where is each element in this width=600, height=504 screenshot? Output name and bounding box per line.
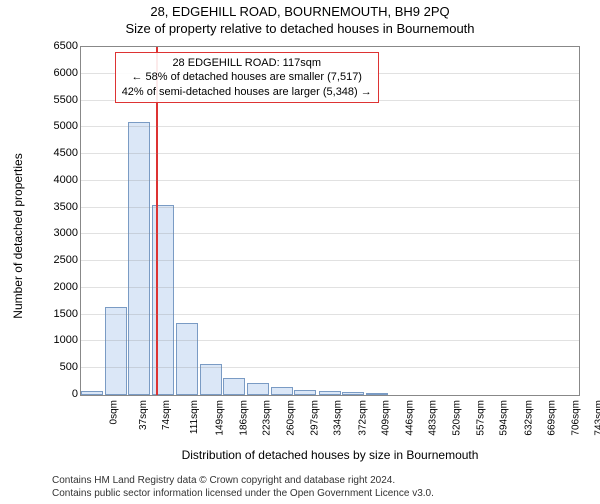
- x-tick-label: 520sqm: [452, 400, 463, 436]
- x-tick-label: 706sqm: [570, 400, 581, 436]
- x-tick-label: 743sqm: [594, 400, 600, 436]
- y-tick-label: 5500: [54, 94, 78, 106]
- gridline: [80, 126, 580, 127]
- histogram-bar: [176, 323, 198, 395]
- histogram-bar: [342, 392, 364, 395]
- x-tick-label: 409sqm: [381, 400, 392, 436]
- x-tick-label: 594sqm: [499, 400, 510, 436]
- histogram-bar: [105, 307, 127, 395]
- x-tick-label: 223sqm: [262, 400, 273, 436]
- histogram-bar: [366, 393, 388, 395]
- y-tick-label: 6000: [54, 67, 78, 79]
- y-tick-label: 6500: [54, 40, 78, 52]
- gridline: [80, 367, 580, 368]
- y-tick-label: 4500: [54, 147, 78, 159]
- x-tick-label: 186sqm: [238, 400, 249, 436]
- x-tick-label: 0sqm: [108, 400, 119, 424]
- footer-line-2: Contains public sector information licen…: [52, 487, 434, 500]
- y-tick-label: 4000: [54, 174, 78, 186]
- chart-title-sub: Size of property relative to detached ho…: [0, 21, 600, 36]
- footer-attribution: Contains HM Land Registry data © Crown c…: [52, 474, 434, 500]
- x-tick-label: 74sqm: [161, 400, 172, 430]
- y-tick-label: 3000: [54, 227, 78, 239]
- y-tick-label: 500: [60, 361, 78, 373]
- annotation-line-1: 28 EDGEHILL ROAD: 117sqm: [122, 56, 372, 70]
- x-tick-label: 669sqm: [547, 400, 558, 436]
- x-tick-label: 632sqm: [523, 400, 534, 436]
- x-tick-label: 372sqm: [357, 400, 368, 436]
- x-tick-label: 483sqm: [428, 400, 439, 436]
- x-tick-label: 260sqm: [286, 400, 297, 436]
- y-tick-label: 3500: [54, 201, 78, 213]
- y-tick-label: 2500: [54, 254, 78, 266]
- gridline: [80, 207, 580, 208]
- x-tick-label: 111sqm: [189, 400, 200, 434]
- annotation-box: 28 EDGEHILL ROAD: 117sqm← 58% of detache…: [115, 52, 379, 103]
- histogram-bar: [128, 122, 150, 395]
- histogram-bar: [247, 383, 269, 395]
- y-tick-label: 1500: [54, 308, 78, 320]
- gridline: [80, 340, 580, 341]
- x-tick-label: 149sqm: [215, 400, 226, 436]
- y-tick-label: 0: [72, 388, 78, 400]
- histogram-bar: [319, 391, 341, 395]
- annotation-line-2: ← 58% of detached houses are smaller (7,…: [122, 70, 372, 84]
- x-tick-label: 37sqm: [138, 400, 149, 430]
- chart-container: Number of detached properties Distributi…: [40, 46, 580, 426]
- y-axis-label: Number of detached properties: [11, 153, 25, 318]
- x-tick-label: 446sqm: [404, 400, 415, 436]
- x-tick-label: 557sqm: [475, 400, 486, 436]
- histogram-bar: [294, 390, 316, 395]
- gridline: [80, 153, 580, 154]
- gridline: [80, 180, 580, 181]
- y-tick-label: 5000: [54, 120, 78, 132]
- histogram-bar: [223, 378, 245, 395]
- y-tick-label: 1000: [54, 334, 78, 346]
- histogram-bar: [200, 364, 222, 395]
- chart-title-main: 28, EDGEHILL ROAD, BOURNEMOUTH, BH9 2PQ: [0, 4, 600, 19]
- x-tick-label: 297sqm: [309, 400, 320, 436]
- gridline: [80, 233, 580, 234]
- histogram-bar: [271, 387, 293, 395]
- y-tick-label: 2000: [54, 281, 78, 293]
- gridline: [80, 260, 580, 261]
- gridline: [80, 314, 580, 315]
- gridline: [80, 287, 580, 288]
- x-tick-label: 334sqm: [333, 400, 344, 436]
- histogram-bar: [81, 391, 103, 395]
- footer-line-1: Contains HM Land Registry data © Crown c…: [52, 474, 434, 487]
- annotation-line-3: 42% of semi-detached houses are larger (…: [122, 85, 372, 99]
